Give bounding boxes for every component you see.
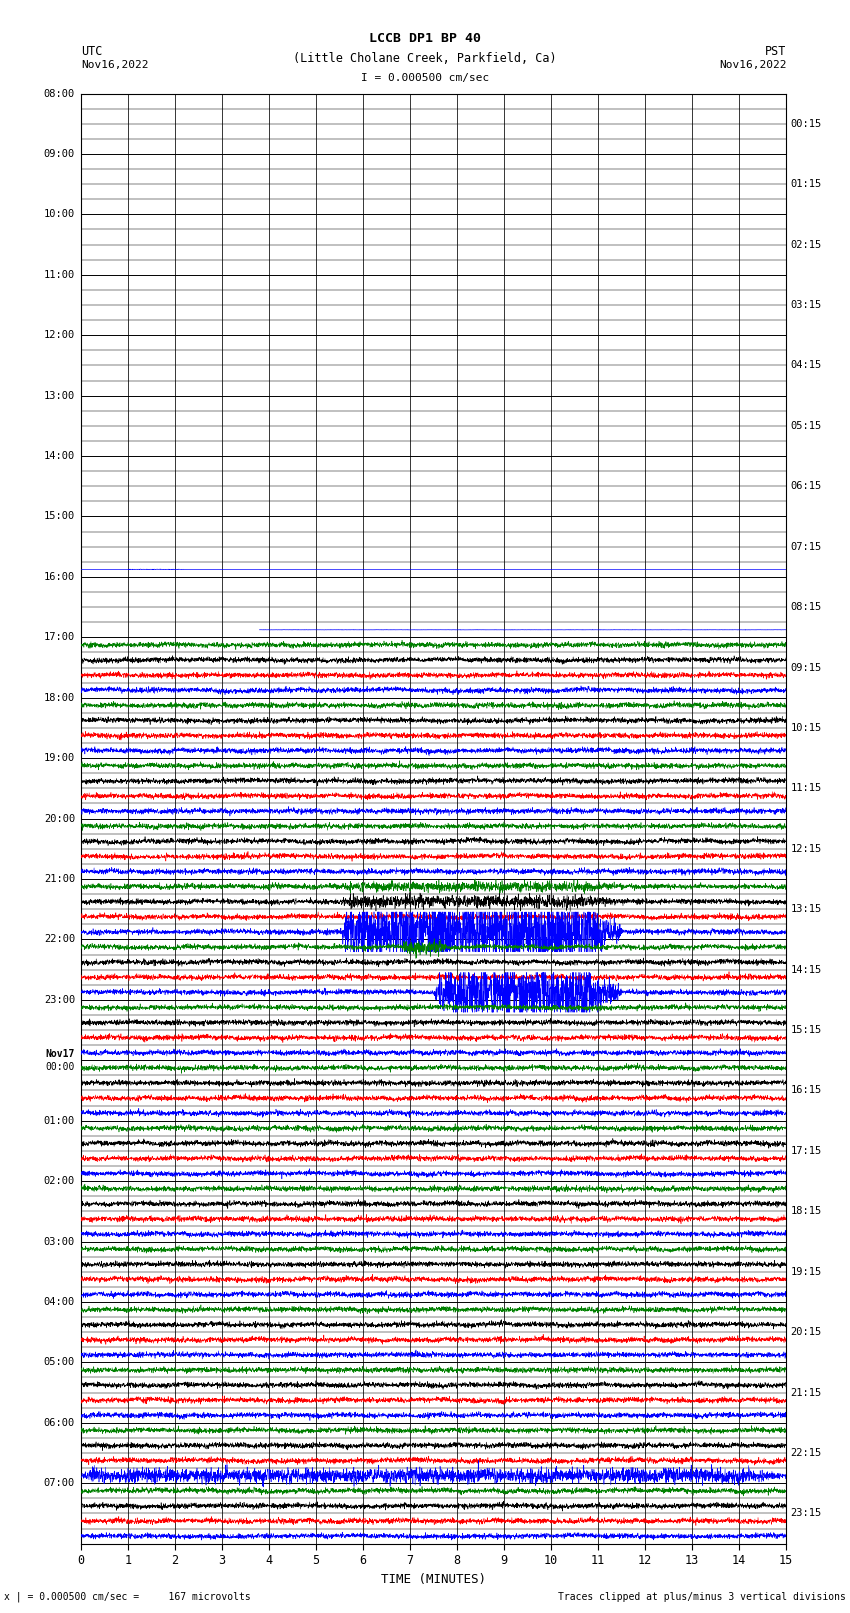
Text: 12:00: 12:00	[44, 331, 75, 340]
Text: 23:00: 23:00	[44, 995, 75, 1005]
Text: 01:15: 01:15	[790, 179, 822, 189]
Text: 08:00: 08:00	[44, 89, 75, 98]
Text: 01:00: 01:00	[44, 1116, 75, 1126]
Text: 17:00: 17:00	[44, 632, 75, 642]
Text: 10:00: 10:00	[44, 210, 75, 219]
Text: I = 0.000500 cm/sec: I = 0.000500 cm/sec	[361, 73, 489, 82]
Text: 19:15: 19:15	[790, 1266, 822, 1277]
Text: 04:15: 04:15	[790, 360, 822, 371]
Text: 13:15: 13:15	[790, 905, 822, 915]
Text: 15:15: 15:15	[790, 1026, 822, 1036]
Text: 22:00: 22:00	[44, 934, 75, 945]
Text: 07:15: 07:15	[790, 542, 822, 552]
Text: 13:00: 13:00	[44, 390, 75, 400]
X-axis label: TIME (MINUTES): TIME (MINUTES)	[381, 1573, 486, 1586]
Text: 02:00: 02:00	[44, 1176, 75, 1186]
Text: Nov16,2022: Nov16,2022	[81, 60, 148, 69]
Text: 21:00: 21:00	[44, 874, 75, 884]
Text: UTC: UTC	[81, 45, 102, 58]
Text: 17:15: 17:15	[790, 1145, 822, 1157]
Text: 03:15: 03:15	[790, 300, 822, 310]
Text: 20:00: 20:00	[44, 813, 75, 824]
Text: 11:15: 11:15	[790, 784, 822, 794]
Text: 11:00: 11:00	[44, 269, 75, 279]
Text: 07:00: 07:00	[44, 1478, 75, 1489]
Text: 04:00: 04:00	[44, 1297, 75, 1307]
Text: 00:15: 00:15	[790, 119, 822, 129]
Text: 06:00: 06:00	[44, 1418, 75, 1428]
Text: x | = 0.000500 cm/sec =     167 microvolts: x | = 0.000500 cm/sec = 167 microvolts	[4, 1590, 251, 1602]
Text: 10:15: 10:15	[790, 723, 822, 732]
Text: LCCB DP1 BP 40: LCCB DP1 BP 40	[369, 32, 481, 45]
Text: 16:00: 16:00	[44, 573, 75, 582]
Text: 18:15: 18:15	[790, 1207, 822, 1216]
Text: 05:15: 05:15	[790, 421, 822, 431]
Text: Traces clipped at plus/minus 3 vertical divisions: Traces clipped at plus/minus 3 vertical …	[558, 1592, 846, 1602]
Text: 09:00: 09:00	[44, 148, 75, 160]
Text: (Little Cholane Creek, Parkfield, Ca): (Little Cholane Creek, Parkfield, Ca)	[293, 52, 557, 65]
Text: 00:00: 00:00	[46, 1061, 75, 1071]
Text: 19:00: 19:00	[44, 753, 75, 763]
Text: 21:15: 21:15	[790, 1387, 822, 1397]
Text: Nov16,2022: Nov16,2022	[719, 60, 786, 69]
Text: 14:15: 14:15	[790, 965, 822, 974]
Text: 02:15: 02:15	[790, 240, 822, 250]
Text: 15:00: 15:00	[44, 511, 75, 521]
Text: 09:15: 09:15	[790, 663, 822, 673]
Text: 05:00: 05:00	[44, 1358, 75, 1368]
Text: 14:00: 14:00	[44, 452, 75, 461]
Text: Nov17: Nov17	[46, 1048, 75, 1058]
Text: 12:15: 12:15	[790, 844, 822, 853]
Text: 18:00: 18:00	[44, 692, 75, 703]
Text: 16:15: 16:15	[790, 1086, 822, 1095]
Text: 06:15: 06:15	[790, 481, 822, 492]
Text: 03:00: 03:00	[44, 1237, 75, 1247]
Text: 22:15: 22:15	[790, 1448, 822, 1458]
Text: 20:15: 20:15	[790, 1327, 822, 1337]
Text: PST: PST	[765, 45, 786, 58]
Text: 23:15: 23:15	[790, 1508, 822, 1518]
Text: 08:15: 08:15	[790, 602, 822, 611]
